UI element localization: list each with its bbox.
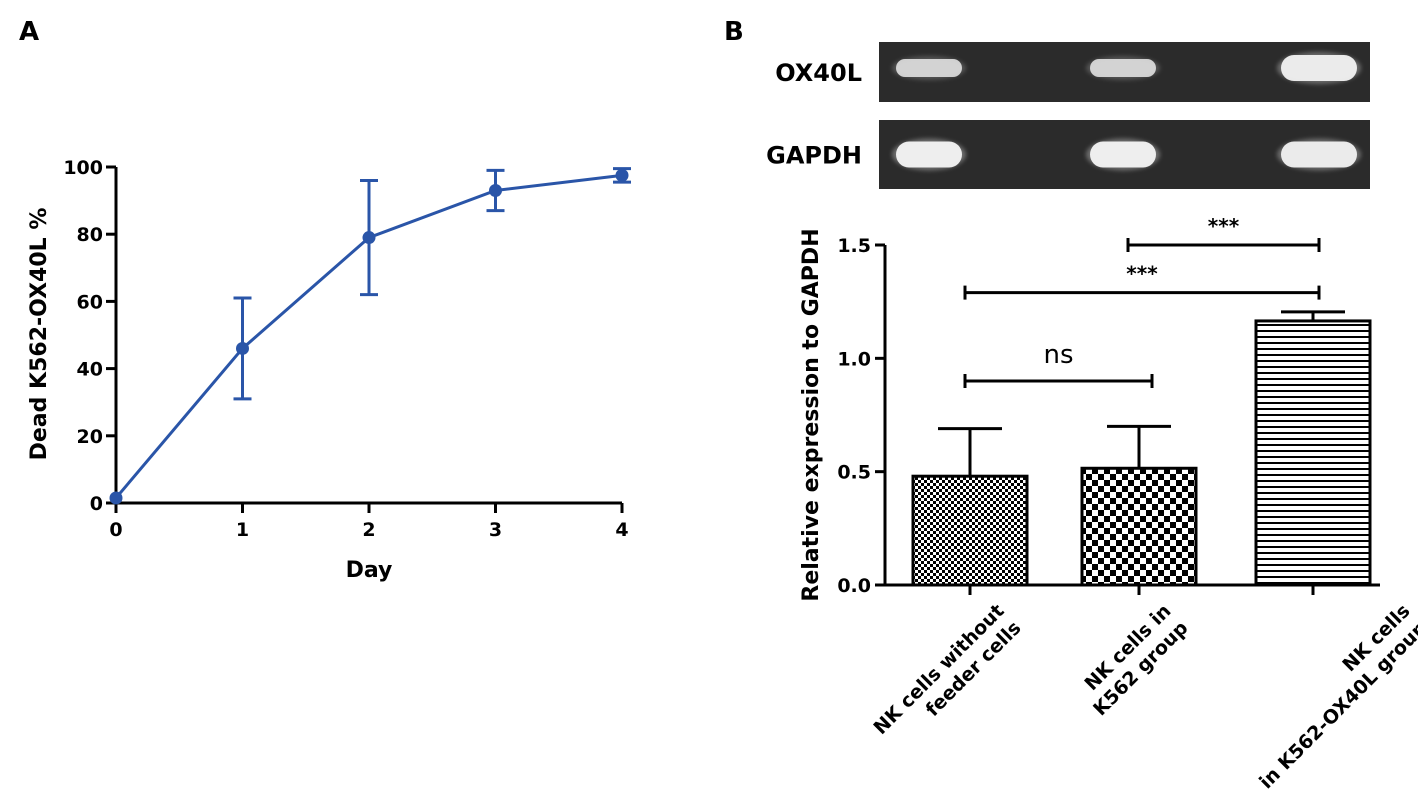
chart-b-y-tick-label: 0.0 bbox=[837, 575, 871, 597]
chart-a-x-title: Day bbox=[346, 558, 393, 583]
chart-b-bars bbox=[911, 310, 1372, 587]
chart-a-point bbox=[489, 184, 502, 198]
chart-a-x-tick-label: 2 bbox=[362, 519, 375, 541]
chart-b-y-tick-label: 1.5 bbox=[837, 235, 871, 257]
chart-b-category-label: NK cells inK562 group bbox=[1072, 600, 1192, 720]
gel-band bbox=[1281, 55, 1357, 81]
chart-a-x-tick-label: 4 bbox=[615, 519, 628, 541]
gel-band bbox=[1281, 141, 1357, 168]
chart-a-line-plot: 0 20 40 60 80 100 0 1 2 3 4 Day Dead K562-OX40L % bbox=[27, 157, 631, 583]
panel-b-letter: B bbox=[724, 17, 744, 47]
chart-b-significance-label: *** bbox=[1126, 262, 1158, 286]
chart-a-axes: 0 20 40 60 80 100 0 1 2 3 4 bbox=[63, 157, 628, 541]
chart-a-point bbox=[236, 341, 249, 355]
chart-b-significance-label: *** bbox=[1208, 214, 1240, 238]
gel-image: OX40L GAPDH bbox=[766, 42, 1370, 189]
gel-band bbox=[896, 141, 962, 168]
chart-a-y-tick-label: 20 bbox=[77, 426, 103, 448]
chart-a-y-tick-label: 60 bbox=[77, 291, 103, 313]
chart-b-y-title: Relative expression to GAPDH bbox=[799, 228, 824, 601]
gel-row-label: OX40L bbox=[775, 59, 862, 87]
chart-a-y-title: Dead K562-OX40L % bbox=[27, 208, 52, 461]
chart-b-categories: NK cells withoutfeeder cells NK cells inK… bbox=[869, 600, 1418, 793]
chart-b-bar bbox=[1080, 466, 1198, 587]
chart-b-bar-plot: 0.0 0.5 1.0 1.5 ns *** *** NK cells withoutfe… bbox=[799, 214, 1418, 793]
chart-a-y-tick-label: 100 bbox=[63, 157, 103, 179]
chart-b-axes: 0.0 0.5 1.0 1.5 bbox=[837, 235, 1380, 597]
chart-a-x-tick-label: 3 bbox=[489, 519, 502, 541]
chart-b-category-line: in K562-OX40L group bbox=[1255, 617, 1418, 793]
gel-band bbox=[896, 59, 962, 77]
chart-b-category-label: NK cells withoutfeeder cells bbox=[869, 600, 1025, 756]
chart-a-x-tick-label: 0 bbox=[109, 519, 122, 541]
gel-band bbox=[1090, 141, 1156, 168]
chart-a-point bbox=[615, 168, 629, 182]
chart-a-x-tick-label: 1 bbox=[236, 519, 249, 541]
chart-b-bar bbox=[911, 474, 1029, 587]
chart-b-y-tick-label: 0.5 bbox=[837, 462, 871, 484]
gel-band bbox=[1090, 59, 1156, 77]
chart-b-y-tick-label: 1.0 bbox=[837, 348, 871, 370]
chart-a-point bbox=[109, 491, 123, 505]
chart-a-point bbox=[362, 231, 376, 245]
chart-a-y-tick-label: 40 bbox=[77, 359, 103, 381]
chart-b-significance-label: ns bbox=[1043, 340, 1073, 370]
gel-row-label: GAPDH bbox=[766, 142, 862, 170]
chart-a-y-tick-label: 0 bbox=[90, 493, 103, 515]
chart-a-y-tick-label: 80 bbox=[77, 224, 103, 246]
chart-a-series bbox=[109, 167, 631, 505]
chart-b-category-label: NK cellsin K562-OX40L group bbox=[1238, 600, 1418, 793]
chart-b-significance: ns *** *** bbox=[963, 214, 1321, 388]
chart-b-bar bbox=[1254, 319, 1372, 587]
panel-a-letter: A bbox=[19, 17, 39, 47]
